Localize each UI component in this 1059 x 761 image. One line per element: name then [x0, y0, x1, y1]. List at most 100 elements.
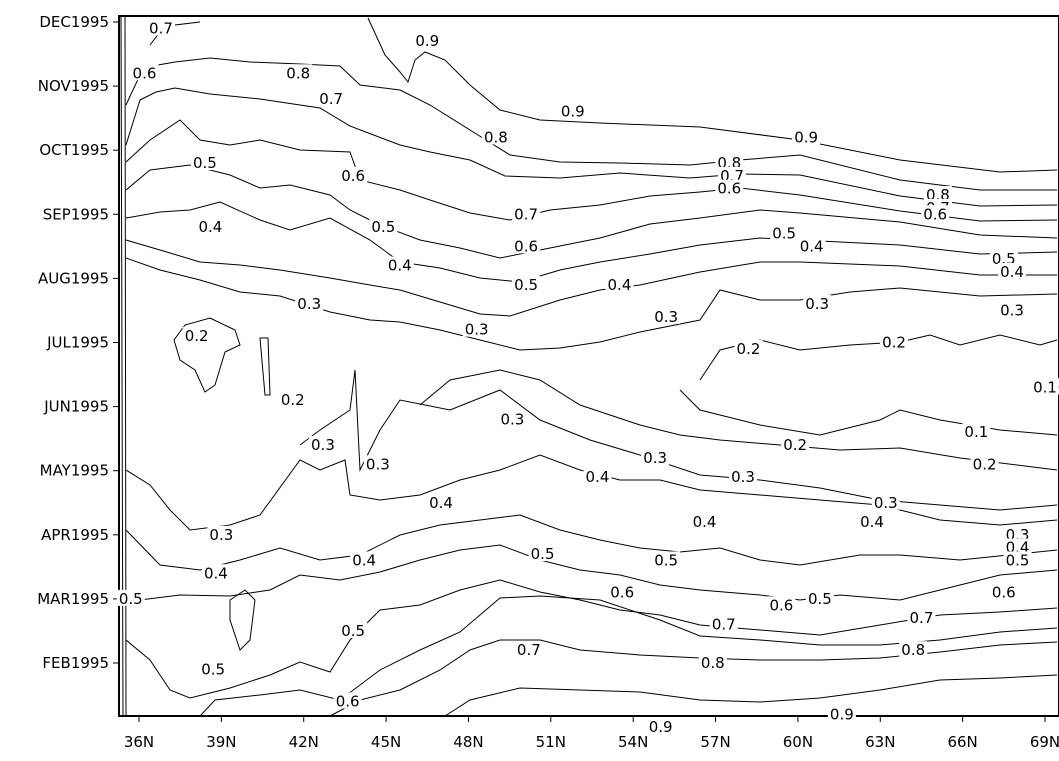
contour-label-bg	[690, 512, 719, 529]
x-tick-label: 36N	[124, 733, 154, 751]
contour-label-bg	[462, 320, 491, 337]
contour-label: 0.4	[352, 551, 376, 569]
contour-label: 0.6	[514, 237, 538, 255]
contour-label: 0.5	[808, 590, 832, 608]
contour-label-bg	[792, 128, 821, 145]
y-tick-label: APR1995	[41, 526, 109, 544]
contour-label: 0.8	[701, 654, 725, 672]
contour-label-bg	[970, 455, 999, 472]
contour-label: 0.2	[973, 455, 997, 473]
contour-label: 0.7	[712, 616, 736, 634]
contour-label: 0.5	[514, 276, 538, 294]
contour-label-bg	[921, 205, 950, 222]
y-tick-label: JUL1995	[46, 334, 109, 352]
contour-label-bg	[558, 102, 587, 119]
contour-label: 0.4	[860, 513, 884, 531]
contour-label: 0.7	[319, 90, 343, 108]
contour-label: 0.9	[415, 32, 439, 50]
contour-label: 0.5	[341, 622, 365, 640]
contour-label-bg	[781, 436, 810, 453]
contour-label: 0.3	[874, 494, 898, 512]
x-tick-label: 69N	[1030, 733, 1059, 751]
contour-label-bg	[339, 166, 368, 183]
contour-label-bg	[962, 423, 991, 440]
contour-label-bg	[652, 551, 681, 568]
contour-label: 0.2	[882, 334, 906, 352]
contour-label: 0.5	[531, 545, 555, 563]
contour-label-bg	[207, 525, 236, 542]
contour-label-bg	[923, 186, 952, 203]
contour-label: 0.5	[371, 218, 395, 236]
plot-frame	[118, 15, 1059, 717]
contour-label-bg	[182, 327, 211, 344]
contour-label-bg	[1003, 551, 1032, 568]
contour-label: 0.4	[204, 564, 228, 582]
contour-label-bg	[729, 468, 757, 485]
contour-label-bg	[369, 218, 398, 235]
y-tick-label: NOV1995	[38, 77, 109, 95]
contour-label: 0.8	[484, 128, 508, 146]
contour-label-bg	[116, 589, 145, 606]
contour-label: 0.6	[717, 180, 741, 198]
contour-label: 0.4	[198, 218, 222, 236]
contour-label-bg	[339, 621, 368, 638]
contour-label: 0.9	[561, 103, 585, 121]
contour-label-bg	[317, 89, 346, 106]
contour-label-bg	[284, 64, 313, 81]
contour-label: 0.7	[517, 641, 541, 659]
contour-label: 0.3	[643, 449, 667, 467]
contour-label-bg	[333, 692, 362, 709]
contour-label: 0.3	[366, 455, 390, 473]
contour-label-bg	[512, 237, 541, 254]
x-tick-label: 57N	[700, 733, 730, 751]
y-tick-label: DEC1995	[39, 13, 109, 31]
contour-label: 0.6	[770, 596, 794, 614]
contour-label-bg	[899, 641, 928, 658]
y-tick-label: SEP1995	[43, 205, 109, 223]
contour-label-bg	[1031, 378, 1059, 395]
contour-label: 0.3	[297, 295, 321, 313]
contour-label: 0.3	[209, 526, 233, 544]
contour-label: 0.3	[465, 321, 489, 339]
x-axis: 36N 39N 42N 45N 48N 51N 54N 57N 60N 63N 66N 69N	[124, 716, 1059, 751]
contour-label: 0.9	[830, 705, 854, 723]
contour-label: 0.9	[794, 128, 818, 146]
contour-label-bg	[583, 468, 612, 485]
contour-label: 0.4	[1000, 263, 1024, 281]
contour-label-bg	[907, 609, 936, 626]
contour-label-bg	[718, 166, 747, 183]
contour-label: 0.3	[1058, 378, 1059, 396]
contour-label: 0.3	[311, 436, 335, 454]
contour-label: 0.6	[992, 583, 1016, 601]
contour-label-bg	[698, 654, 727, 670]
x-tick-label: 48N	[453, 733, 483, 751]
contour-label-bg	[709, 615, 738, 632]
contour-label-bg	[481, 128, 510, 145]
contour-label: 0.7	[514, 205, 538, 223]
x-tick-label: 39N	[206, 733, 236, 751]
contour-label-bg	[413, 32, 442, 49]
contour-label: 0.2	[783, 436, 807, 454]
contour-label: 0.4	[388, 257, 412, 275]
contour-label-bg	[512, 205, 541, 222]
y-axis: DEC1995 NOV1995 OCT1995 SEP1995 AUG1995 JUL19…	[37, 13, 119, 672]
contour-label: 0.4	[586, 468, 610, 486]
contour-label-bg	[512, 275, 541, 292]
x-tick-label: 66N	[947, 733, 977, 751]
contour-label-bg	[199, 660, 228, 677]
contour-label-bg	[998, 301, 1027, 318]
contour-label-bg	[146, 19, 175, 36]
x-tick-label: 60N	[783, 733, 813, 751]
contour-label-bg	[827, 705, 856, 722]
contour-label: 0.5	[201, 660, 225, 678]
contour-label: 0.8	[901, 641, 925, 659]
contour-label-bg	[989, 250, 1018, 267]
contour-label-bg	[646, 718, 675, 735]
contour-label: 0.7	[910, 609, 934, 627]
contour-label: 0.3	[654, 308, 678, 326]
contour-label-bg	[1003, 525, 1032, 542]
contour-label: 0.5	[193, 154, 217, 172]
y-tick-label: MAY1995	[40, 462, 109, 480]
y-tick-label: AUG1995	[38, 269, 109, 287]
